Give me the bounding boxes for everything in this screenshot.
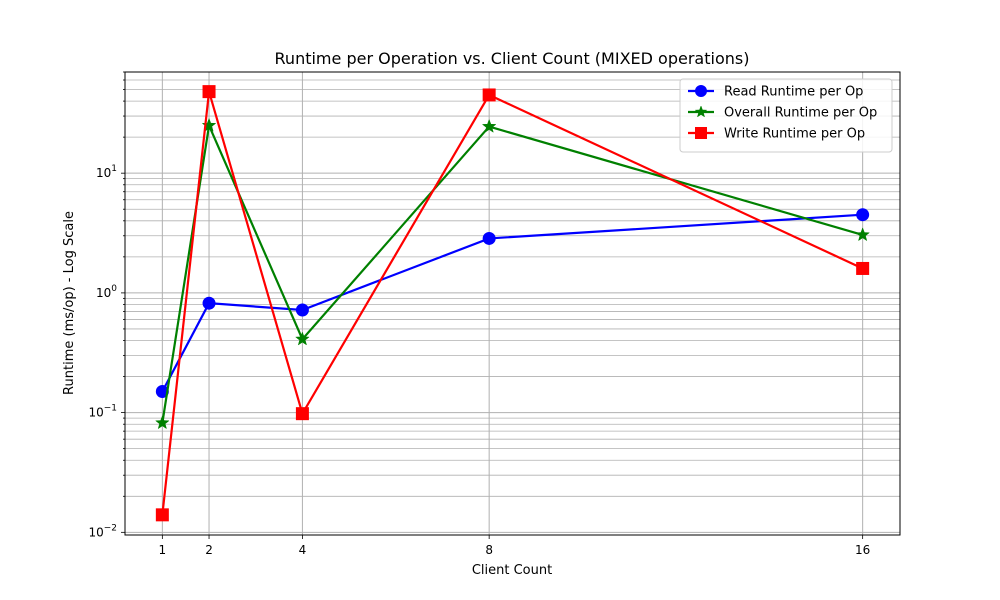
series-layer <box>155 85 870 522</box>
data-point <box>855 227 870 242</box>
data-point <box>202 85 216 99</box>
series-line <box>161 121 863 424</box>
x-axis-label: Client Count <box>472 563 552 578</box>
legend-marker <box>694 105 708 118</box>
x-tick-label: 1 <box>159 543 167 557</box>
series-3 <box>155 85 870 522</box>
data-point <box>295 303 309 317</box>
y-tick-label: 10−1 <box>88 404 117 420</box>
legend-label: Write Runtime per Op <box>724 127 865 142</box>
x-tick-label: 8 <box>485 543 493 557</box>
y-tick-label: 101 <box>96 164 117 180</box>
data-point <box>295 331 310 346</box>
legend-marker <box>695 85 707 97</box>
data-point <box>202 296 216 310</box>
ticks: 1 2 4 8 16 10−2 10−1 100 101 <box>88 71 870 557</box>
data-point <box>295 407 309 421</box>
plot-frame <box>124 71 901 536</box>
x-tick-label: 4 <box>299 543 307 557</box>
x-tick-label: 2 <box>205 543 213 557</box>
data-point <box>482 231 496 245</box>
y-tick-label: 100 <box>96 284 117 300</box>
series-line <box>161 91 864 515</box>
data-point <box>481 118 497 133</box>
chart-title: Runtime per Operation vs. Client Count (… <box>275 49 750 68</box>
legend: Read Runtime per Op Overall Runtime per O… <box>679 78 893 153</box>
series-1 <box>155 208 870 399</box>
legend-box <box>679 78 893 153</box>
legend-label: Read Runtime per Op <box>724 85 863 100</box>
legend-item: Overall Runtime per Op <box>688 105 877 121</box>
data-point <box>482 88 496 102</box>
data-point <box>155 415 170 430</box>
data-point <box>201 117 217 132</box>
data-point <box>155 508 169 522</box>
legend-label: Overall Runtime per Op <box>724 106 877 121</box>
legend-item: Read Runtime per Op <box>688 85 863 100</box>
legend-marker <box>695 127 707 139</box>
x-tick-label: 16 <box>855 543 870 557</box>
data-point <box>856 208 870 222</box>
y-axis-label: Runtime (ms/op) - Log Scale <box>62 211 77 395</box>
data-point <box>856 261 870 275</box>
y-tick-label: 10−2 <box>88 523 117 539</box>
series-line <box>161 213 863 393</box>
legend-item: Write Runtime per Op <box>688 127 865 142</box>
